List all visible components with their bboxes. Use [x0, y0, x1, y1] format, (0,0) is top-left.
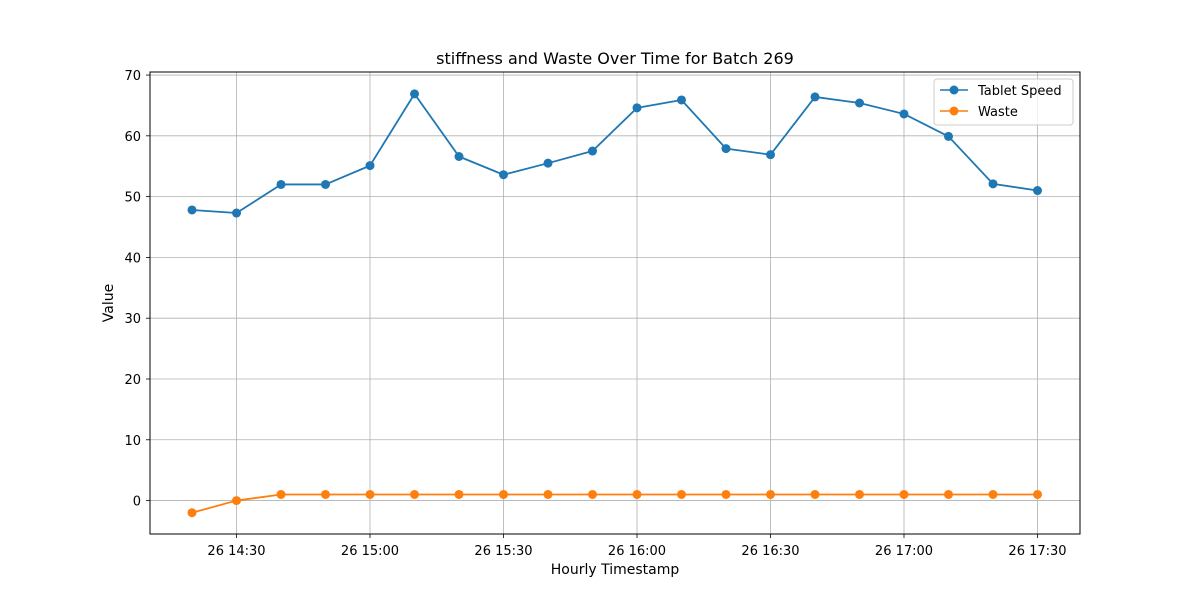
x-axis-label: Hourly Timestamp [551, 562, 680, 578]
y-tick-label: 20 [124, 373, 141, 388]
x-tick-label: 26 16:30 [741, 544, 799, 559]
data-point-waste [410, 489, 419, 499]
legend-marker-waste [949, 106, 959, 116]
data-point-tablet-speed [766, 150, 775, 160]
x-tick-label: 26 15:00 [341, 544, 399, 559]
data-point-tablet-speed [454, 151, 464, 161]
data-point-waste [543, 489, 553, 499]
x-tick-label: 26 16:00 [608, 544, 666, 559]
data-point-tablet-speed [499, 170, 508, 180]
x-tick-label: 26 17:00 [875, 544, 933, 559]
data-point-tablet-speed [321, 179, 330, 189]
data-point-waste [766, 489, 775, 499]
data-point-waste [1033, 489, 1042, 499]
data-point-tablet-speed [810, 92, 820, 102]
grid [150, 72, 1080, 534]
data-point-tablet-speed [899, 109, 909, 119]
y-tick-label: 30 [124, 312, 141, 327]
series-line-tablet-speed [191, 92, 1038, 214]
data-point-waste [232, 496, 241, 506]
x-tick-label: 26 17:30 [1008, 544, 1066, 559]
data-point-waste [499, 489, 508, 499]
data-point-waste [988, 489, 998, 499]
series-tablet-speed [187, 89, 1042, 218]
data-point-waste [187, 508, 197, 518]
data-point-waste [365, 489, 375, 499]
chart-title: stiffness and Waste Over Time for Batch … [436, 49, 794, 68]
data-point-tablet-speed [721, 144, 731, 154]
data-point-waste [588, 489, 597, 499]
series-layer [187, 89, 1042, 518]
data-point-waste [276, 489, 286, 499]
y-axis-label: Value [101, 284, 117, 322]
data-point-waste [899, 489, 909, 499]
y-tick-label: 10 [124, 434, 141, 449]
data-point-waste [632, 489, 642, 499]
data-point-waste [810, 489, 820, 499]
data-point-waste [944, 489, 953, 499]
data-point-waste [321, 489, 330, 499]
data-point-tablet-speed [187, 205, 197, 215]
y-tick-label: 0 [133, 495, 141, 510]
y-tick-label: 60 [124, 130, 141, 145]
x-tick-label: 26 14:30 [207, 544, 265, 559]
data-point-tablet-speed [988, 179, 998, 189]
x-tick-label: 26 15:30 [474, 544, 532, 559]
y-tick-label: 70 [124, 69, 141, 84]
y-axis: 0 10 20 30 40 50 60 70 [124, 69, 150, 510]
x-axis: 26 14:30 26 15:00 26 15:30 26 16:00 26 16:30… [207, 534, 1067, 559]
data-point-tablet-speed [232, 208, 241, 218]
legend-label-tablet-speed: Tablet Speed [977, 84, 1062, 99]
data-point-tablet-speed [677, 95, 686, 105]
y-tick-label: 40 [124, 251, 141, 266]
data-point-tablet-speed [588, 146, 597, 156]
data-point-tablet-speed [1033, 186, 1042, 196]
data-point-tablet-speed [944, 131, 953, 141]
data-point-tablet-speed [855, 98, 864, 108]
series-line-waste [191, 493, 1038, 514]
legend: Tablet Speed Waste [933, 78, 1074, 126]
y-tick-label: 50 [124, 191, 141, 206]
data-point-tablet-speed [632, 103, 642, 113]
legend-frame [933, 78, 1074, 126]
series-waste [187, 489, 1042, 518]
data-point-tablet-speed [276, 179, 286, 189]
data-point-waste [454, 489, 464, 499]
data-point-tablet-speed [543, 158, 553, 168]
data-point-tablet-speed [365, 161, 375, 171]
plot-area [149, 71, 1081, 535]
legend-marker-tablet-speed [949, 85, 959, 95]
data-point-tablet-speed [410, 89, 419, 99]
legend-label-waste: Waste [978, 105, 1018, 120]
data-point-waste [855, 489, 864, 499]
data-point-waste [721, 489, 731, 499]
data-point-waste [677, 489, 686, 499]
